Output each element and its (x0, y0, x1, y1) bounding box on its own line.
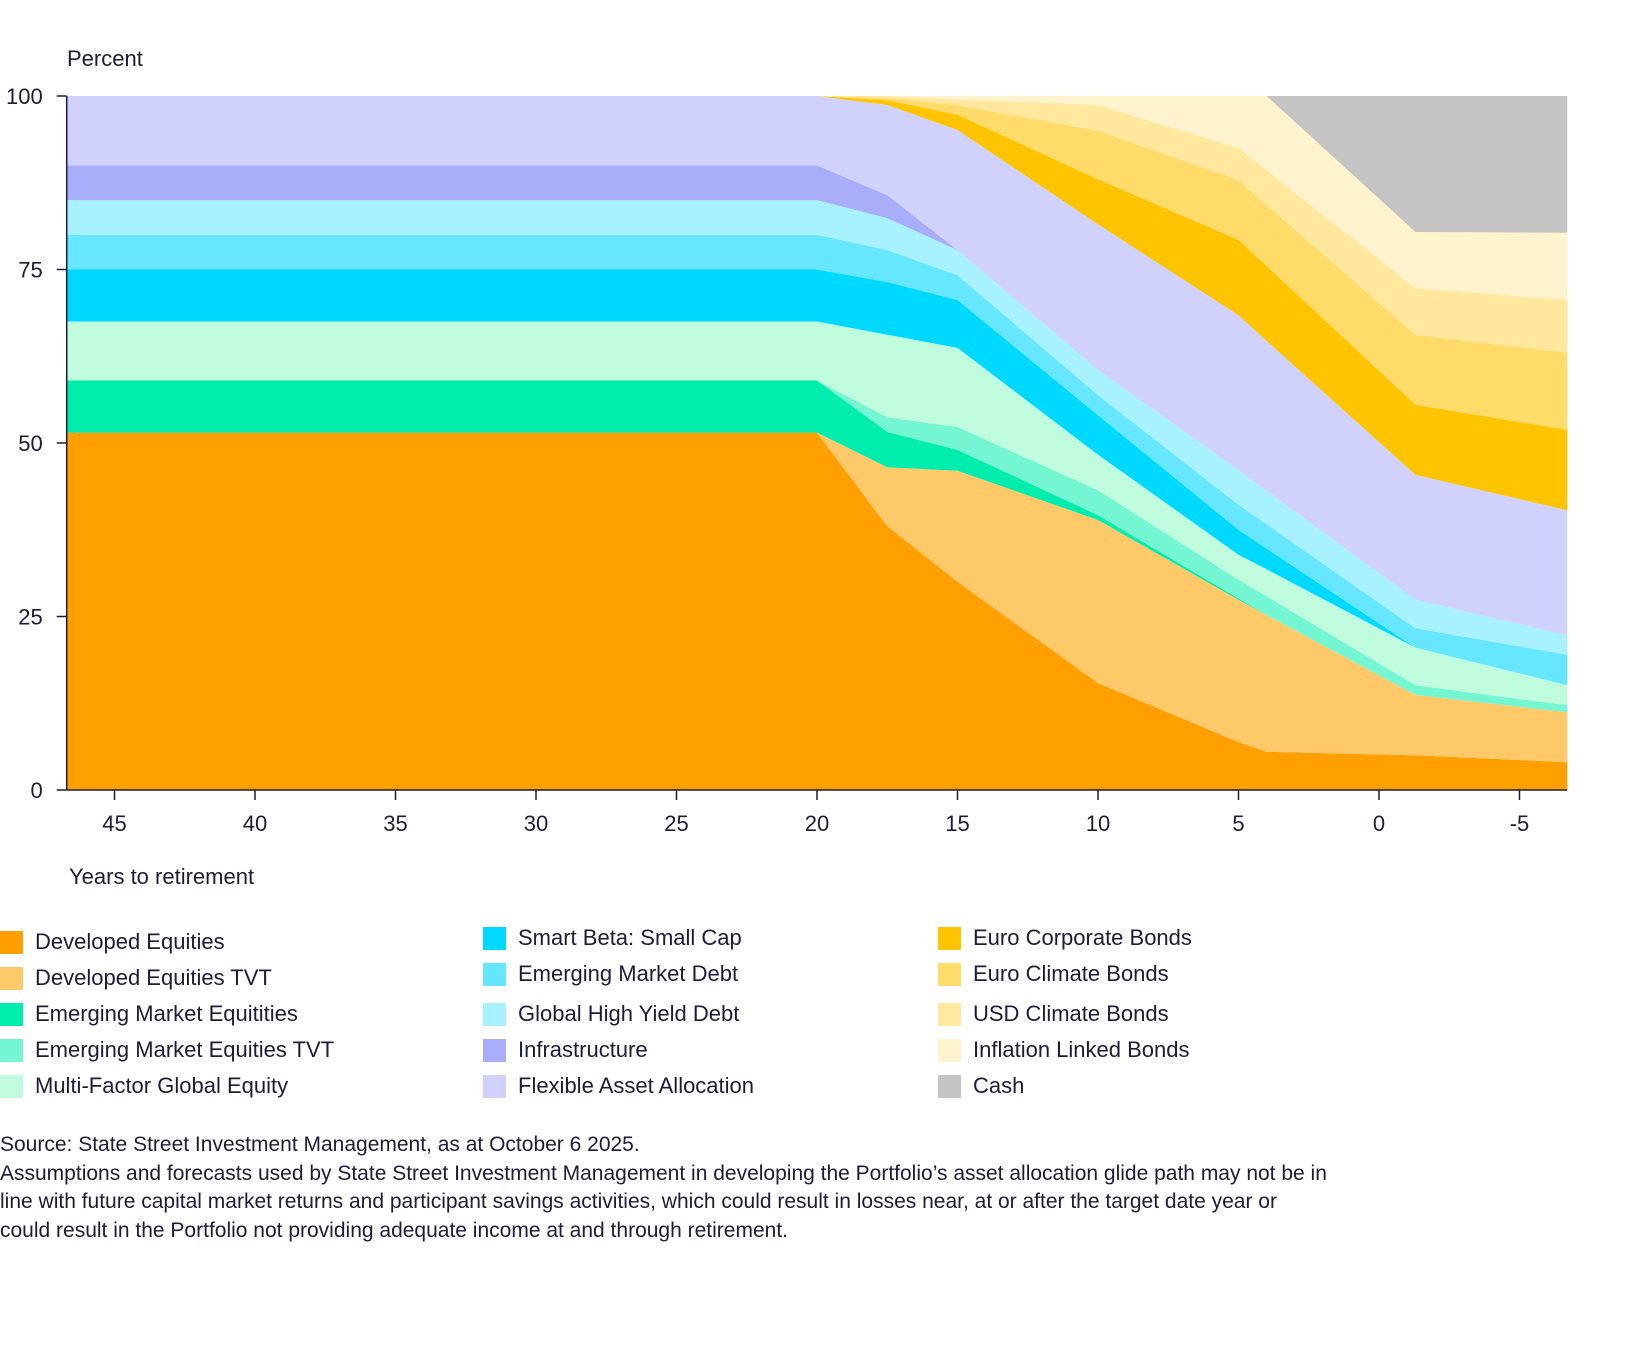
x-axis-label: Years to retirement (69, 864, 255, 889)
footer: Source: State Street Investment Manageme… (0, 1131, 1600, 1245)
x-tick-label: 40 (243, 811, 267, 836)
x-tick-label: 45 (102, 811, 126, 836)
legend-swatch (483, 926, 506, 950)
legend-swatch (483, 1074, 506, 1098)
y-tick-label: 25 (18, 605, 42, 630)
source-note: Source: State Street Investment Manageme… (0, 1133, 640, 1156)
legend-label: Developed Equities (35, 929, 225, 954)
legend-swatch (0, 1002, 23, 1026)
x-tick-label: 30 (524, 811, 548, 836)
legend-swatch (938, 926, 961, 950)
area-cash (66, 96, 1568, 233)
legend-swatch (938, 1038, 961, 1062)
x-tick-label: 25 (664, 811, 688, 836)
y-tick-label: 50 (18, 431, 42, 456)
area-emerging-market-equitities (66, 380, 1568, 713)
legend-item: Inflation Linked Bonds (938, 1037, 1190, 1063)
legend-item: Cash (938, 1073, 1024, 1099)
legend-swatch (0, 1074, 23, 1098)
x-tick-label: -5 (1510, 811, 1530, 836)
legend-swatch (938, 1074, 961, 1098)
legend-label: Emerging Market Equitities (35, 1001, 298, 1026)
area-smart-beta-small-cap (66, 269, 1568, 686)
legend-label: Multi-Factor Global Equity (35, 1073, 289, 1098)
legend-item: Emerging Market Equities TVT (0, 1037, 334, 1063)
x-tick-label: 10 (1086, 811, 1110, 836)
x-tick-label: 5 (1232, 811, 1244, 836)
area-multi-factor-global-equity (66, 321, 1568, 706)
legend-swatch (483, 962, 506, 986)
legend-item: Developed Equities (0, 929, 225, 955)
x-tick-label: 0 (1373, 811, 1385, 836)
area-global-high-yield-debt (66, 200, 1568, 655)
legend-item: Emerging Market Equitities (0, 1001, 298, 1027)
area-euro-corporate-bonds (66, 96, 1568, 511)
legend-label: Euro Climate Bonds (973, 961, 1169, 986)
legend-item: Emerging Market Debt (483, 961, 738, 987)
area-emerging-market-debt (66, 234, 1568, 686)
y-tick-label: 75 (18, 258, 42, 283)
legend-item: Multi-Factor Global Equity (0, 1073, 288, 1099)
legend-item: Flexible Asset Allocation (483, 1073, 754, 1099)
legend-label: Flexible Asset Allocation (518, 1073, 755, 1098)
legend: Developed Equities Developed Equities TVT… (0, 925, 1648, 1115)
legend-label: Emerging Market Equities TVT (35, 1037, 335, 1062)
area-layers (66, 96, 1568, 790)
area-developed-equities (66, 432, 1568, 790)
y-tick-label: 0 (30, 778, 42, 803)
legend-item: Smart Beta: Small Cap (483, 925, 742, 951)
area-developed-equities-tvt (66, 432, 1568, 763)
legend-item: Euro Climate Bonds (938, 961, 1169, 987)
legend-label: Cash (973, 1073, 1025, 1098)
legend-label: Global High Yield Debt (518, 1001, 740, 1026)
x-tick-label: 20 (805, 811, 829, 836)
legend-label: USD Climate Bonds (973, 1001, 1169, 1026)
disclaimer-line: Assumptions and forecasts used by State … (0, 1161, 1327, 1185)
legend-item: Euro Corporate Bonds (938, 925, 1192, 951)
legend-label: Smart Beta: Small Cap (518, 925, 742, 950)
legend-item: Developed Equities TVT (0, 965, 272, 991)
legend-swatch (0, 966, 23, 990)
area-flexible-asset-allocation (66, 96, 1568, 636)
disclaimer-line: line with future capital market returns … (0, 1190, 1277, 1213)
y-tick-label: 100 (6, 84, 43, 109)
disclaimer-line: could result in the Portfolio not provid… (0, 1218, 788, 1242)
area-usd-climate-bonds (66, 96, 1568, 353)
legend-swatch (938, 1002, 961, 1026)
legend-label: Inflation Linked Bonds (973, 1037, 1190, 1062)
legend-item: USD Climate Bonds (938, 1001, 1169, 1027)
y-axis-label: Percent (67, 46, 143, 71)
legend-item: Global High Yield Debt (483, 1001, 739, 1027)
legend-item: Infrastructure (483, 1037, 648, 1063)
legend-swatch (0, 1038, 23, 1062)
x-tick-label: 35 (383, 811, 407, 836)
legend-label: Emerging Market Debt (518, 961, 739, 986)
legend-swatch (938, 962, 961, 986)
legend-label: Developed Equities TVT (35, 965, 272, 990)
x-tick-label: 15 (945, 811, 969, 836)
legend-swatch (0, 930, 23, 954)
area-inflation-linked-bonds (66, 96, 1568, 300)
legend-label: Euro Corporate Bonds (973, 925, 1192, 950)
area-euro-climate-bonds (66, 96, 1568, 430)
legend-swatch (483, 1002, 506, 1026)
legend-label: Infrastructure (518, 1037, 648, 1062)
legend-swatch (483, 1038, 506, 1062)
